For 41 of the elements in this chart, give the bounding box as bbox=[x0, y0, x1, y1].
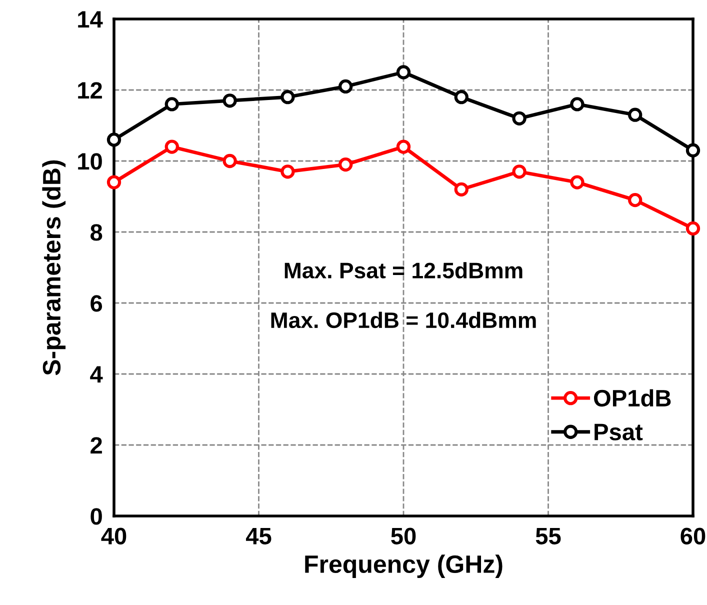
point bbox=[222, 94, 237, 108]
point bbox=[106, 175, 122, 190]
x-tick-label: 50 bbox=[391, 528, 416, 544]
point bbox=[628, 108, 642, 122]
annotation: Max. Psat = 12.5dBmm bbox=[284, 262, 522, 278]
point bbox=[570, 97, 584, 112]
y-tick-label: 12 bbox=[78, 82, 102, 99]
point bbox=[628, 192, 642, 208]
x-tick-label: 45 bbox=[246, 528, 272, 544]
y-axis-title: S-parameters (dB) bbox=[42, 160, 66, 376]
point bbox=[454, 182, 468, 196]
point bbox=[338, 157, 353, 172]
point bbox=[106, 132, 122, 147]
x-tick-label: 40 bbox=[101, 528, 126, 544]
point bbox=[396, 65, 411, 80]
point bbox=[686, 143, 700, 158]
y-tick-label: 6 bbox=[90, 295, 102, 312]
point bbox=[686, 221, 700, 236]
y-tick-label: 10 bbox=[78, 153, 102, 170]
point bbox=[164, 97, 179, 112]
x-axis-title: Frequency (GHz) bbox=[305, 554, 502, 578]
point bbox=[512, 111, 526, 126]
x-tick-label: 55 bbox=[536, 528, 561, 544]
annotation: Max. OP1dB = 10.4dBmm bbox=[271, 312, 536, 328]
point bbox=[280, 90, 295, 104]
y-tick-label: 8 bbox=[90, 224, 102, 241]
y-tick-label: 2 bbox=[90, 437, 102, 454]
y-tick-label: 4 bbox=[90, 366, 103, 383]
legend-label: Psat bbox=[594, 424, 643, 440]
x-tick-label: 60 bbox=[680, 528, 706, 544]
point bbox=[396, 140, 411, 154]
point bbox=[512, 164, 526, 179]
point bbox=[454, 90, 468, 104]
y-tick-label: 14 bbox=[78, 11, 103, 28]
point bbox=[164, 140, 179, 154]
point bbox=[570, 175, 584, 190]
point bbox=[338, 79, 353, 94]
legend-label: OP1dB bbox=[594, 389, 671, 407]
y-tick-label: 0 bbox=[90, 508, 102, 525]
point bbox=[222, 154, 237, 168]
point bbox=[280, 164, 295, 179]
